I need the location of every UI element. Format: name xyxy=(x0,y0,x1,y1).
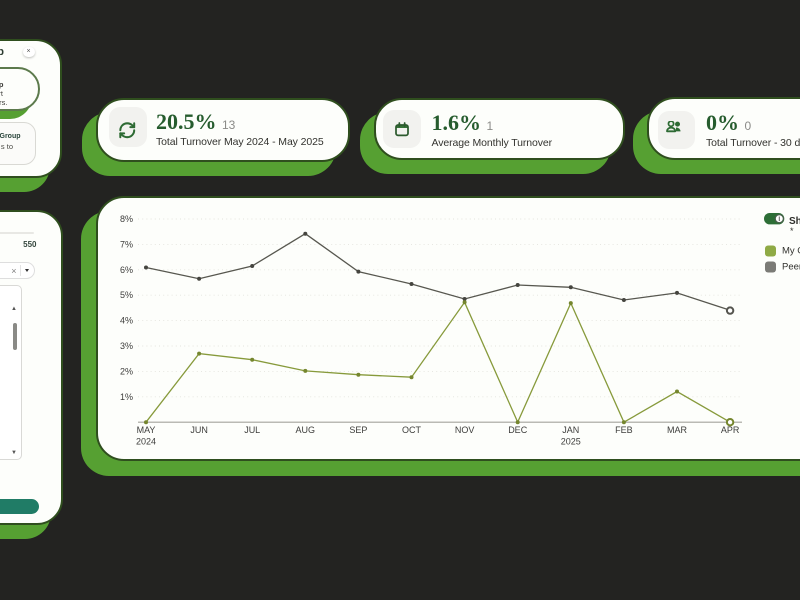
svg-text:JUL: JUL xyxy=(244,425,260,435)
svg-text:Show: Show xyxy=(789,216,800,227)
svg-text:Peer Group: Peer Group xyxy=(782,262,800,273)
svg-text:MAR: MAR xyxy=(667,425,688,435)
svg-text:JUN: JUN xyxy=(190,425,208,435)
svg-text:5%: 5% xyxy=(120,290,133,300)
svg-text:JAN: JAN xyxy=(562,425,579,435)
svg-text:OCT: OCT xyxy=(402,425,422,435)
svg-text:FEB: FEB xyxy=(615,425,633,435)
svg-text:*: * xyxy=(790,226,794,236)
svg-text:3%: 3% xyxy=(120,341,133,351)
svg-text:7%: 7% xyxy=(120,239,133,249)
svg-text:APR: APR xyxy=(721,425,740,435)
svg-text:My Company: My Company xyxy=(782,246,800,257)
svg-text:MAY: MAY xyxy=(137,425,156,435)
svg-text:1%: 1% xyxy=(120,392,133,402)
svg-text:2%: 2% xyxy=(120,366,133,376)
svg-text:AUG: AUG xyxy=(296,425,316,435)
svg-text:8%: 8% xyxy=(120,214,133,224)
svg-text:2024: 2024 xyxy=(136,437,156,447)
svg-text:4%: 4% xyxy=(120,316,133,326)
svg-text:6%: 6% xyxy=(120,265,133,275)
svg-text:SEP: SEP xyxy=(349,425,367,435)
svg-text:DEC: DEC xyxy=(508,425,528,435)
svg-text:2025: 2025 xyxy=(561,437,581,447)
svg-text:NOV: NOV xyxy=(455,425,475,435)
